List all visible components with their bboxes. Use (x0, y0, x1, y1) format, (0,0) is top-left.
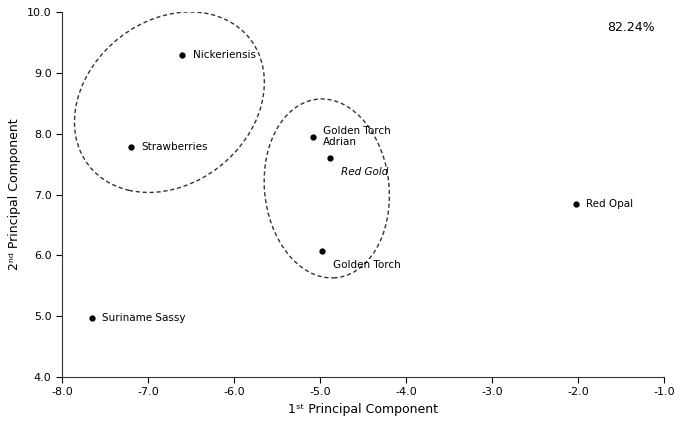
Y-axis label: 2ⁿᵈ Principal Component: 2ⁿᵈ Principal Component (8, 119, 21, 271)
Text: Red Gold: Red Gold (341, 167, 388, 177)
X-axis label: 1ˢᵗ Principal Component: 1ˢᵗ Principal Component (288, 403, 438, 416)
Text: Golden Torch
Adrian: Golden Torch Adrian (323, 126, 391, 147)
Text: 82.24%: 82.24% (607, 22, 655, 34)
Text: Strawberries: Strawberries (141, 142, 208, 152)
Text: Golden Torch: Golden Torch (333, 260, 400, 270)
Text: Nickeriensis: Nickeriensis (193, 50, 255, 60)
Text: Suriname Sassy: Suriname Sassy (102, 313, 186, 323)
Text: Red Opal: Red Opal (587, 198, 634, 209)
